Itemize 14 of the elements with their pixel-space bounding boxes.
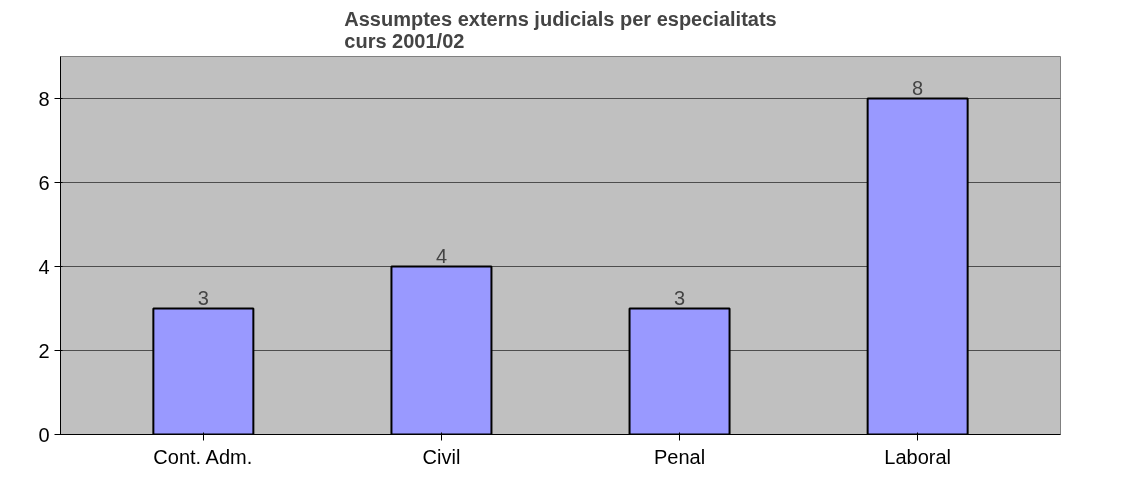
y-tick-label: 0	[38, 423, 50, 446]
data-label: 3	[673, 286, 686, 309]
x-tick-label: Cont. Adm.	[153, 445, 253, 468]
y-tick-label: 8	[38, 87, 50, 110]
x-tick-label: Penal	[653, 445, 706, 468]
y-tick-label: 2	[38, 339, 50, 362]
x-tick-label: Laboral	[884, 445, 951, 468]
data-label: 3	[197, 286, 209, 309]
y-tick-label: 4	[38, 255, 50, 278]
chart-title: Assumptes externs judicials per especialitats curs 2001/02	[344, 7, 777, 52]
y-tick-label: 6	[38, 171, 50, 194]
x-tick-label: Civil	[422, 445, 461, 468]
data-label: 4	[435, 244, 448, 267]
data-label: 8	[912, 76, 924, 99]
